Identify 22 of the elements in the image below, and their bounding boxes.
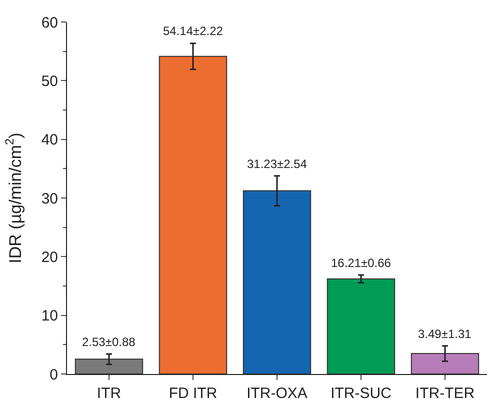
data-label: 2.53±0.88: [82, 335, 136, 349]
x-tick-label: ITR: [96, 385, 122, 402]
x-tick-label: ITR-OXA: [246, 385, 308, 402]
x-tick-label: ITR-SUC: [330, 385, 392, 402]
data-label: 54.14±2.22: [163, 24, 224, 38]
bar: [242, 190, 312, 374]
bar: [410, 353, 480, 374]
y-tick-label: 60: [41, 14, 58, 32]
y-tick-label: 0: [50, 366, 58, 384]
y-tick-label: 40: [41, 132, 58, 149]
bar: [326, 278, 396, 374]
x-tick-label: ITR-TER: [415, 385, 475, 402]
y-tick-label: 10: [41, 308, 58, 325]
data-label: 3.49±1.31: [418, 327, 472, 341]
bar: [158, 56, 228, 374]
y-tick-label: 50: [41, 72, 58, 90]
x-tick-label: FD ITR: [168, 385, 218, 402]
y-tick-label: 30: [41, 190, 58, 208]
data-label: 16.21±0.66: [331, 256, 392, 270]
y-tick-label: 20: [41, 248, 58, 266]
data-label: 31.23±2.54: [247, 157, 308, 171]
bar: [74, 358, 144, 374]
